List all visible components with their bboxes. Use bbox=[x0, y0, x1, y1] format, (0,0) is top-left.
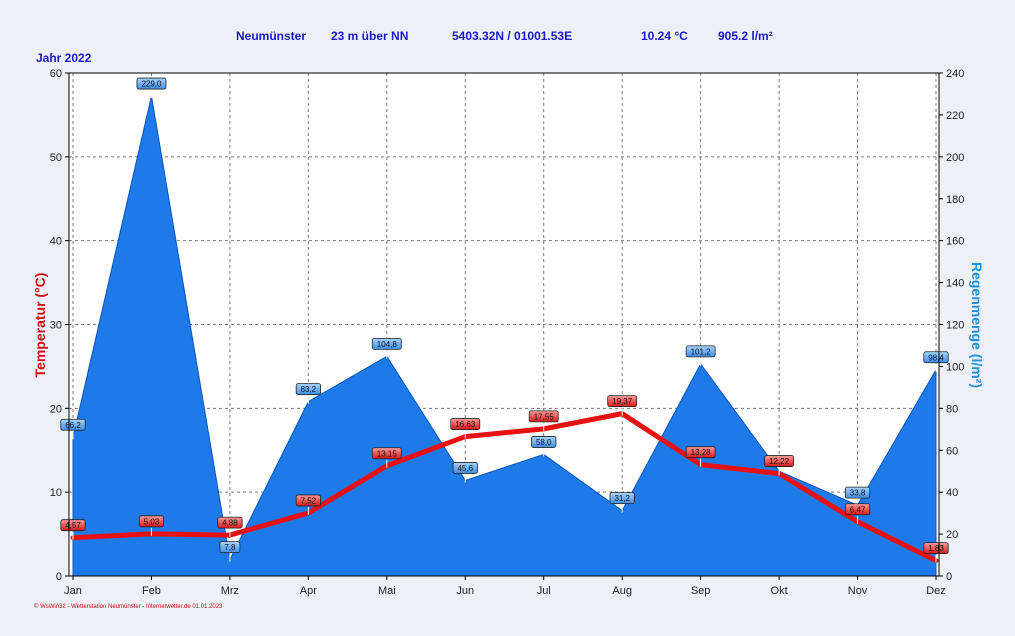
x-tick-label: Mai bbox=[378, 585, 396, 597]
rain-value-label-box bbox=[685, 345, 716, 358]
right-tick-label: 40 bbox=[946, 487, 958, 499]
rain-value-label: 58,0 bbox=[536, 438, 552, 447]
right-tick-label: 160 bbox=[946, 236, 964, 248]
temp-value-label: 17,55 bbox=[534, 412, 555, 421]
temp-value-label: 16,63 bbox=[455, 420, 476, 429]
temp-value-label-box bbox=[60, 519, 86, 532]
rain-value-label: 45,6 bbox=[457, 464, 473, 473]
temp-value-label: 1,83 bbox=[928, 544, 944, 553]
x-tick-label: Okt bbox=[771, 585, 788, 597]
rain-value-label: 101,2 bbox=[691, 347, 712, 356]
rain-value-label: 83,2 bbox=[301, 385, 317, 394]
rain-value-label-box bbox=[923, 351, 949, 364]
station-name: Neumünster bbox=[236, 29, 306, 43]
rain-value-label-box bbox=[844, 486, 871, 499]
x-tick-label: Aug bbox=[612, 585, 632, 597]
rain-value-label-box bbox=[60, 418, 86, 431]
temp-value-label: 12,22 bbox=[769, 457, 790, 466]
temp-value-label: 13,28 bbox=[691, 448, 712, 457]
temp-value-label-box bbox=[450, 418, 481, 430]
temp-value-label: 13,15 bbox=[377, 449, 398, 458]
x-tick-label: Sep bbox=[691, 585, 711, 597]
average-temperature: 10.24 °C bbox=[641, 29, 688, 43]
right-tick-label: 200 bbox=[946, 152, 964, 164]
temp-value-label: 5,03 bbox=[144, 517, 160, 526]
x-tick-label: Mrz bbox=[221, 585, 239, 597]
left-axis-ticks: 0 10 20 30 40 50 60 bbox=[50, 68, 69, 583]
temp-value-label: 19,37 bbox=[612, 397, 633, 406]
rain-value-label-box bbox=[219, 541, 241, 554]
x-tick-label: Jun bbox=[456, 585, 474, 597]
rain-labels: 66,2 229,0 7,8 83,2 104,8 45,6 58,0 31,2 101,2 33… bbox=[60, 77, 949, 562]
temp-value-label-box bbox=[607, 395, 638, 408]
temp-value-label-box bbox=[371, 447, 402, 460]
rain-value-label: 98,4 bbox=[928, 353, 944, 362]
right-tick-label: 120 bbox=[946, 320, 964, 332]
rain-value-label-box bbox=[609, 492, 635, 505]
x-tick-label: Feb bbox=[142, 585, 161, 597]
right-tick-label: 220 bbox=[946, 110, 964, 122]
left-tick-label: 60 bbox=[50, 68, 62, 80]
rain-value-label-box bbox=[295, 383, 321, 396]
temp-value-label-box bbox=[138, 515, 165, 528]
left-tick-label: 40 bbox=[50, 236, 62, 248]
right-axis-ticks: 0 20 40 60 80 100 120 140 160 180 200 220 240 bbox=[939, 68, 964, 583]
temp-value-label-box bbox=[685, 446, 716, 459]
temp-value-label-box bbox=[844, 503, 871, 516]
rain-value-label: 31,2 bbox=[614, 494, 630, 503]
right-tick-label: 0 bbox=[946, 571, 952, 583]
rain-value-label: 7,8 bbox=[224, 543, 236, 552]
left-tick-label: 20 bbox=[50, 403, 62, 415]
x-axis-ticks: Jan Feb Mrz Apr Mai Jun Jul Aug Sep Okt Nov Dez bbox=[64, 576, 946, 597]
x-tick-label: Jul bbox=[537, 585, 551, 597]
right-tick-label: 80 bbox=[946, 403, 958, 415]
left-tick-label: 30 bbox=[50, 320, 62, 332]
right-tick-label: 100 bbox=[946, 361, 964, 373]
temperature-line bbox=[70, 411, 939, 564]
left-tick-label: 50 bbox=[50, 152, 62, 164]
temp-value-label: 4,57 bbox=[65, 521, 81, 530]
rain-value-label: 229,0 bbox=[141, 80, 162, 89]
temp-value-label-box bbox=[295, 494, 321, 507]
rain-value-label-box bbox=[531, 436, 557, 448]
rain-value-label: 66,2 bbox=[65, 421, 81, 430]
rain-value-label-box bbox=[371, 337, 402, 350]
x-tick-label: Nov bbox=[848, 585, 868, 597]
temp-value-label-box bbox=[764, 455, 794, 467]
temperature-labels: 4,57 5,03 4,88 7,52 13,15 16,63 17,55 19,37 13,2… bbox=[60, 395, 949, 563]
station-altitude: 23 m über NN bbox=[331, 29, 408, 43]
temp-value-label-box bbox=[528, 410, 559, 423]
year-label: Jahr 2022 bbox=[36, 51, 92, 65]
right-tick-label: 180 bbox=[946, 194, 964, 206]
station-coordinates: 5403.32N / 01001.53E bbox=[452, 29, 572, 43]
right-tick-label: 240 bbox=[946, 68, 964, 80]
x-tick-label: Apr bbox=[300, 585, 317, 597]
temp-value-label-box bbox=[217, 516, 243, 529]
left-axis-label: Temperatur (°C) bbox=[32, 273, 48, 378]
rain-value-label-box bbox=[136, 77, 167, 90]
rain-value-label: 33,8 bbox=[850, 489, 866, 498]
right-tick-label: 140 bbox=[946, 278, 964, 290]
x-tick-label: Dez bbox=[926, 585, 946, 597]
temp-value-label: 4,88 bbox=[222, 519, 238, 528]
temp-value-label: 6,47 bbox=[850, 505, 866, 514]
temp-value-label-box bbox=[923, 542, 949, 555]
x-tick-label: Jan bbox=[64, 585, 82, 597]
rain-value-label: 104,8 bbox=[377, 340, 398, 349]
right-tick-label: 20 bbox=[946, 529, 958, 541]
rain-value-label-box bbox=[452, 462, 478, 474]
right-axis-label: Regenmenge (l/m²) bbox=[969, 262, 985, 388]
temp-value-label: 7,52 bbox=[301, 496, 317, 505]
footer-credit: © WsWin32 - Wetterstation Neumünster - I… bbox=[34, 603, 223, 610]
right-tick-label: 60 bbox=[946, 445, 958, 457]
left-tick-label: 10 bbox=[50, 487, 62, 499]
left-tick-label: 0 bbox=[56, 571, 62, 583]
total-rainfall: 905.2 l/m² bbox=[718, 29, 773, 43]
